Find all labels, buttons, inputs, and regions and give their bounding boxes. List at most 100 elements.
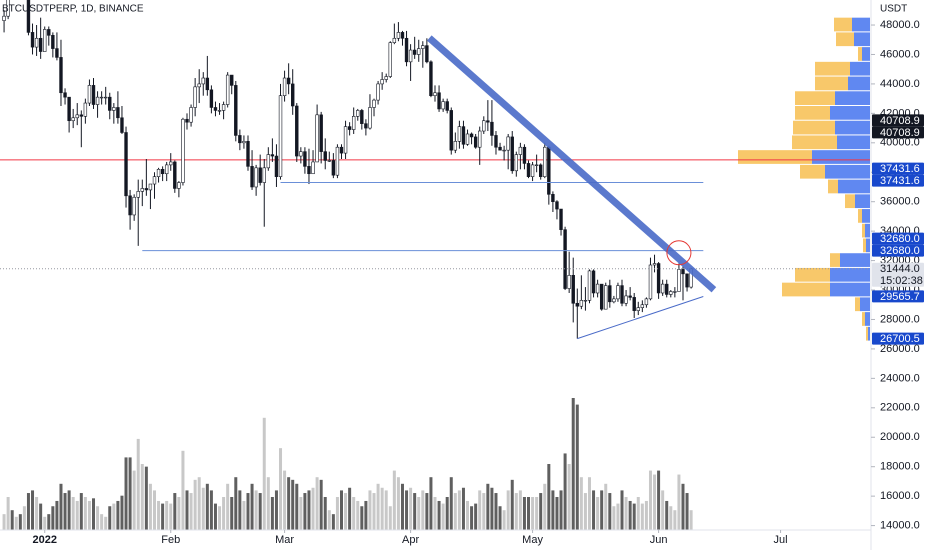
- volume-bar: [596, 497, 600, 530]
- candle-body: [258, 167, 262, 183]
- candle-body: [295, 105, 299, 157]
- candle-body: [490, 121, 494, 136]
- profile-down: [866, 326, 868, 341]
- price-label-box: [872, 244, 924, 257]
- candle-body: [303, 151, 307, 167]
- volume-bar: [279, 448, 283, 530]
- profile-down: [795, 106, 830, 120]
- volume-bar: [685, 493, 689, 530]
- candle-body: [575, 302, 579, 307]
- volume-bar: [327, 510, 331, 530]
- volume-bar: [189, 493, 193, 530]
- candle-body: [417, 48, 421, 55]
- volume-bar: [315, 477, 319, 530]
- candle-body: [356, 110, 360, 117]
- volume-bar: [120, 495, 124, 530]
- price-label: 37431.6: [880, 175, 920, 187]
- profile-down: [792, 135, 837, 150]
- y-tick-label: 22000.0: [880, 402, 920, 414]
- candle-body: [376, 83, 380, 101]
- price-label-box: [872, 162, 924, 175]
- volume-bar: [242, 500, 246, 530]
- volume-bar: [213, 503, 217, 530]
- volume-bar: [173, 493, 177, 530]
- candle-body: [116, 107, 120, 119]
- candle-body: [412, 49, 417, 55]
- candle-body: [433, 92, 437, 96]
- volume-bar: [539, 493, 543, 530]
- volume-bar: [600, 490, 604, 530]
- candle-body: [225, 74, 230, 105]
- profile-down: [815, 61, 850, 76]
- candle-body: [660, 283, 665, 294]
- volume-bar: [384, 490, 388, 530]
- volume-bar: [514, 493, 518, 530]
- profile-down: [828, 179, 838, 194]
- volume-bar: [295, 483, 299, 530]
- countdown: 15:02:38: [880, 275, 923, 287]
- profile-down: [862, 312, 865, 326]
- candle-body: [262, 167, 266, 183]
- candle-body: [604, 285, 608, 310]
- candle-body: [620, 285, 624, 304]
- candle-body: [400, 32, 405, 39]
- profile-up: [862, 47, 870, 61]
- price-label-box: [872, 290, 924, 303]
- profile-up: [840, 253, 870, 267]
- candle-body: [270, 154, 275, 157]
- volume-bar: [209, 490, 213, 530]
- profile-up: [830, 267, 870, 282]
- profile-down: [815, 76, 848, 91]
- candle-body: [599, 283, 604, 310]
- price-label-box: [872, 174, 924, 187]
- profile-up: [812, 150, 870, 164]
- candle-body: [112, 107, 116, 111]
- price-label-box: [872, 332, 924, 345]
- candle-body: [205, 77, 210, 91]
- volume-bar: [26, 493, 30, 530]
- volume-bar: [535, 497, 539, 530]
- candle-body: [547, 146, 551, 195]
- volume-bar: [628, 500, 632, 530]
- volume-bar: [274, 490, 278, 530]
- candle-body: [144, 188, 149, 191]
- candle-body: [624, 295, 628, 304]
- volume-bar: [92, 498, 96, 530]
- candle-body: [510, 136, 514, 172]
- trend-line: [577, 296, 704, 340]
- candle-body: [421, 45, 425, 49]
- candle-body: [6, 0, 10, 17]
- candle-body: [278, 95, 283, 177]
- volume-bar: [498, 506, 502, 530]
- volume-bar: [87, 500, 91, 530]
- candle-body: [656, 263, 661, 294]
- candle-body: [132, 196, 136, 216]
- profile-down: [855, 297, 860, 312]
- volume-bar: [344, 493, 348, 530]
- candle-body: [612, 298, 616, 303]
- profile-up: [838, 179, 870, 194]
- volume-bar: [348, 487, 352, 530]
- profile-down: [836, 32, 854, 47]
- profile-up: [848, 76, 870, 91]
- volume-bar: [96, 506, 100, 530]
- candle-body: [331, 160, 336, 176]
- candle-body: [591, 270, 596, 294]
- candle-body: [482, 120, 486, 132]
- volume-bar: [445, 497, 449, 530]
- volume-bar: [531, 497, 535, 530]
- candle-body: [242, 141, 246, 144]
- profile-down: [795, 91, 835, 105]
- candle-body: [583, 300, 588, 302]
- y-tick-label: 26000.0: [880, 343, 920, 355]
- candle-body: [608, 285, 612, 303]
- candle-body: [169, 161, 173, 166]
- candle-body: [140, 188, 144, 192]
- volume-bar: [254, 490, 258, 530]
- candle-body: [87, 85, 92, 104]
- volume-bar: [665, 500, 669, 530]
- profile-up: [865, 223, 870, 238]
- profile-up: [830, 106, 870, 120]
- candle-body: [543, 146, 547, 177]
